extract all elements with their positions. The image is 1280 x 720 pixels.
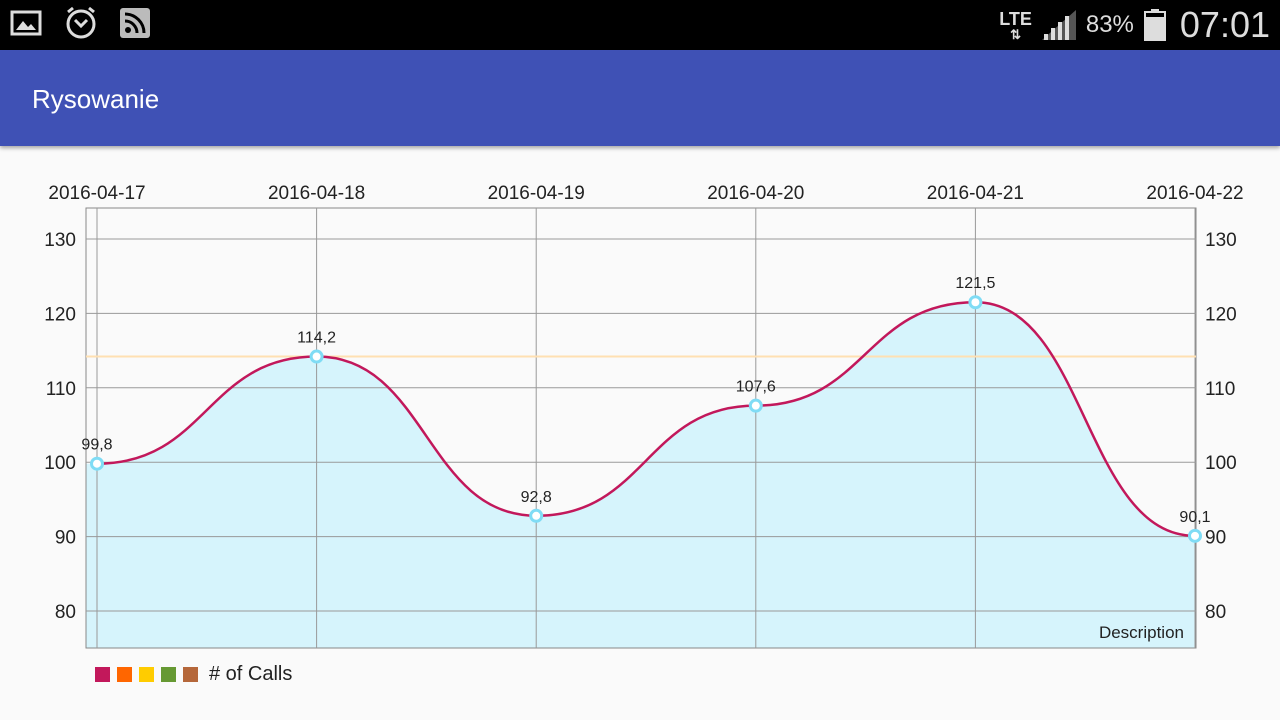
y-tick-label-left: 90 xyxy=(55,528,76,549)
chart-plot-border xyxy=(85,207,1197,649)
y-tick-label-right: 100 xyxy=(1205,453,1237,474)
network-type: LTE xyxy=(999,8,1032,29)
chart-label-layer: 99,8 114,2 92,8 107,6 121,5 90,1 xyxy=(81,275,1210,526)
data-label: 92,8 xyxy=(521,489,552,506)
chart-grid-layer xyxy=(85,207,1197,649)
battery-icon xyxy=(1143,9,1166,41)
data-point xyxy=(748,398,763,413)
legend-swatch xyxy=(139,667,154,682)
legend-swatches xyxy=(95,667,205,682)
data-label: 90,1 xyxy=(1179,509,1210,526)
clock: 07:01 xyxy=(1179,4,1270,45)
y-tick-label-right: 80 xyxy=(1205,602,1226,623)
signal-icon xyxy=(1041,10,1076,40)
battery-percent: 83% xyxy=(1085,11,1134,38)
y-tick-label-left: 80 xyxy=(55,602,76,623)
legend-swatch xyxy=(117,667,132,682)
x-tick-label: 2016-04-19 xyxy=(488,183,585,204)
data-point xyxy=(529,508,544,523)
legend-swatch xyxy=(161,667,176,682)
chart-x-tick-layer: 2016-04-17 2016-04-18 2016-04-19 2016-04-20… xyxy=(48,183,1243,204)
y-tick-label-right: 110 xyxy=(1205,379,1235,400)
y-tick-label-left: 120 xyxy=(44,304,76,325)
chart-y-tick-layer: 80 80 90 90 100 100 110 110 120 120 130 130 xyxy=(44,230,1236,623)
x-tick-label: 2016-04-20 xyxy=(707,183,804,204)
series-line xyxy=(96,300,1196,538)
status-bar: LTE ⇅ 83% 07:01 xyxy=(0,0,1280,50)
chart-description: Description xyxy=(1099,623,1184,642)
y-tick-label-right: 130 xyxy=(1205,230,1237,251)
data-point xyxy=(1188,528,1202,543)
x-tick-label: 2016-04-22 xyxy=(1146,183,1243,204)
y-tick-label-left: 130 xyxy=(44,230,76,251)
chart-legend: # of Calls xyxy=(95,663,292,686)
chart-fill-area xyxy=(86,302,1195,648)
data-label: 114,2 xyxy=(297,330,336,347)
legend-label: # of Calls xyxy=(209,663,293,685)
x-tick-label: 2016-04-17 xyxy=(48,183,145,204)
y-tick-label-right: 120 xyxy=(1205,304,1237,325)
data-point xyxy=(968,295,983,310)
alarm-icon xyxy=(66,6,96,39)
y-tick-label-left: 100 xyxy=(44,453,76,474)
app-bar: Rysowanie xyxy=(0,50,1280,146)
chart-marker-layer xyxy=(90,295,1202,543)
chart-fill-layer xyxy=(86,302,1195,648)
y-tick-label-right: 90 xyxy=(1205,528,1226,549)
y-tick-label-left: 110 xyxy=(46,379,76,400)
legend-swatch xyxy=(95,667,110,682)
data-point xyxy=(309,349,324,364)
data-label: 121,5 xyxy=(955,275,995,292)
data-point xyxy=(90,456,104,471)
data-transfer-icon: LTE ⇅ xyxy=(999,8,1032,42)
x-tick-label: 2016-04-18 xyxy=(268,183,365,204)
legend-swatch xyxy=(183,667,198,682)
data-label: 107,6 xyxy=(736,379,776,396)
gallery-icon xyxy=(10,10,42,36)
rss-icon xyxy=(120,8,150,38)
data-label: 99,8 xyxy=(81,437,112,454)
chart-line-layer xyxy=(96,300,1196,538)
x-tick-label: 2016-04-21 xyxy=(927,183,1024,204)
app-title: Rysowanie xyxy=(32,84,160,114)
